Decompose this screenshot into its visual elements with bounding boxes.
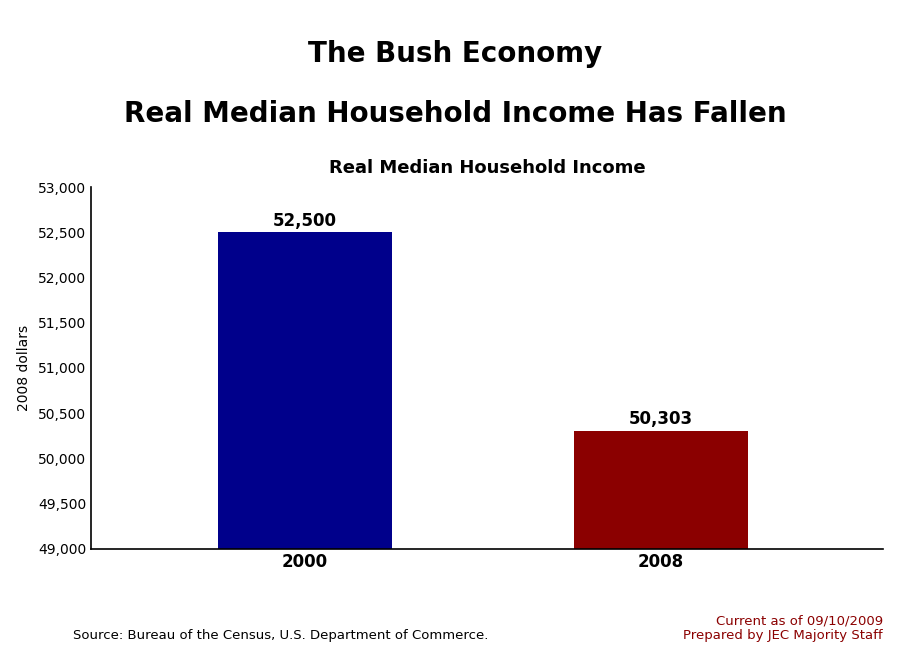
Text: Current as of 09/10/2009
Prepared by JEC Majority Staff: Current as of 09/10/2009 Prepared by JEC… [683, 614, 883, 642]
Bar [217, 232, 392, 549]
Text: Real Median Household Income Has Fallen: Real Median Household Income Has Fallen [124, 100, 786, 128]
Text: The Bush Economy: The Bush Economy [308, 39, 602, 68]
Text: 52,500: 52,500 [273, 212, 337, 229]
Bar [574, 431, 748, 549]
Text: 50,303: 50,303 [629, 410, 693, 428]
Text: Source: Bureau of the Census, U.S. Department of Commerce.: Source: Bureau of the Census, U.S. Depar… [73, 630, 488, 642]
Y-axis label: 2008 dollars: 2008 dollars [17, 325, 31, 411]
Title: Real Median Household Income: Real Median Household Income [329, 159, 645, 177]
